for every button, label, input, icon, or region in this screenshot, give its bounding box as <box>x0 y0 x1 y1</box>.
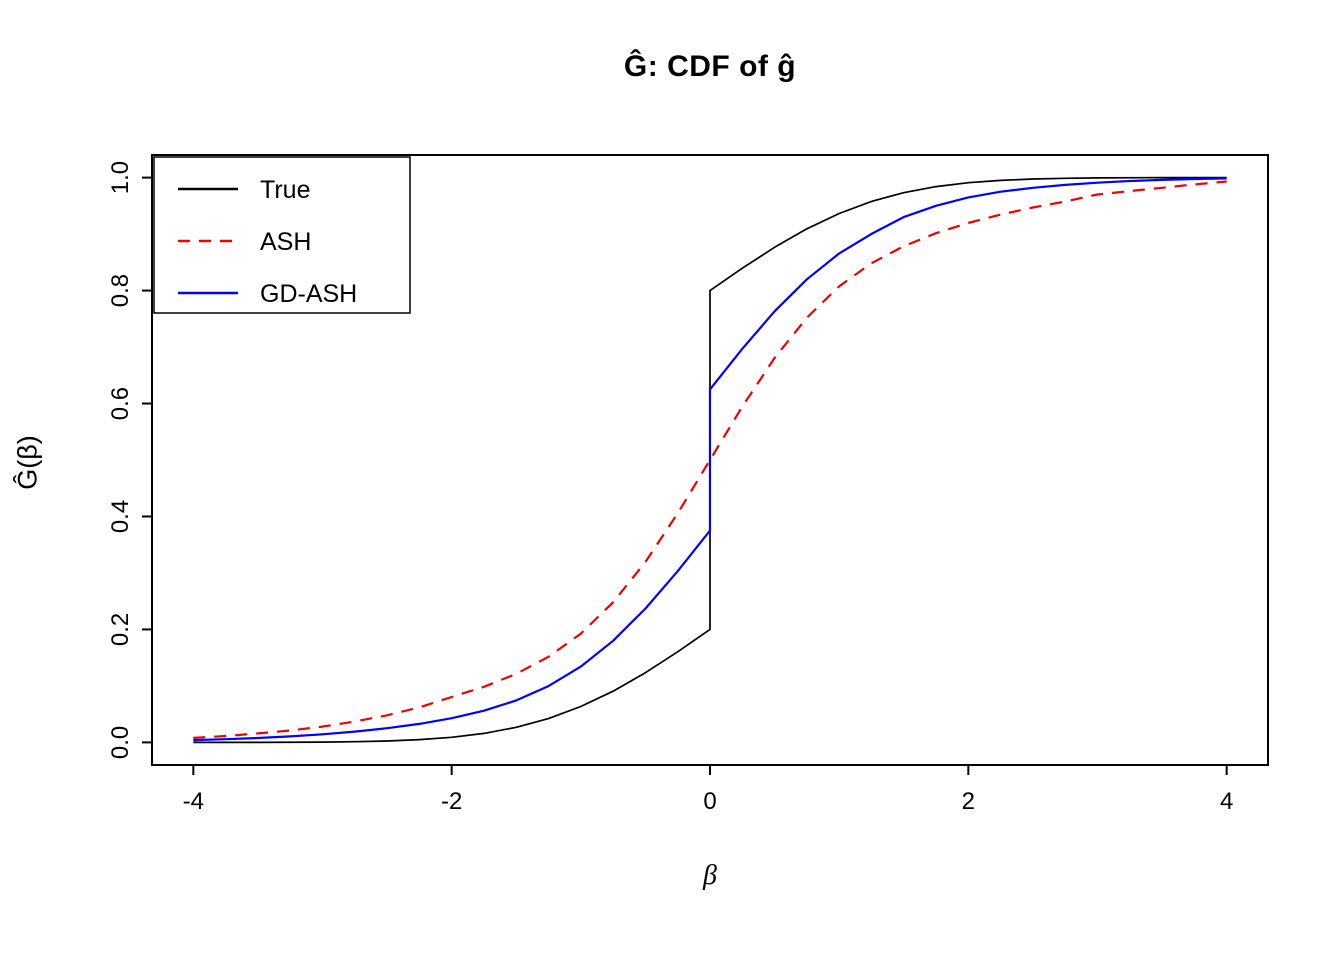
legend-label-true: True <box>260 176 310 204</box>
x-tick-label: 4 <box>1220 788 1233 815</box>
y-tick-label: 1.0 <box>107 161 134 194</box>
y-axis-label: Ĝ(β) <box>12 435 43 490</box>
legend-label-gd-ash: GD-ASH <box>260 280 357 308</box>
x-tick-label: 2 <box>962 788 975 815</box>
legend-label-ash: ASH <box>260 228 311 256</box>
y-tick-label: 0.8 <box>107 274 134 307</box>
series-line-ash <box>193 180 1227 739</box>
x-tick-label: -4 <box>183 788 204 815</box>
x-tick-label: 0 <box>703 788 716 815</box>
legend: True ASH GD-ASH <box>153 156 411 314</box>
series-line-gd-ash <box>193 177 1227 742</box>
legend-box <box>153 156 411 314</box>
chart-title: Ĝ: CDF of ĝ <box>623 50 797 83</box>
y-tick-label: 0.6 <box>107 387 134 420</box>
y-tick-label: 0.4 <box>107 500 134 533</box>
x-tick-label: -2 <box>441 788 462 815</box>
y-tick-label: 0.2 <box>107 613 134 646</box>
y-tick-label: 0.0 <box>107 726 134 759</box>
x-axis-label: β <box>703 860 717 891</box>
